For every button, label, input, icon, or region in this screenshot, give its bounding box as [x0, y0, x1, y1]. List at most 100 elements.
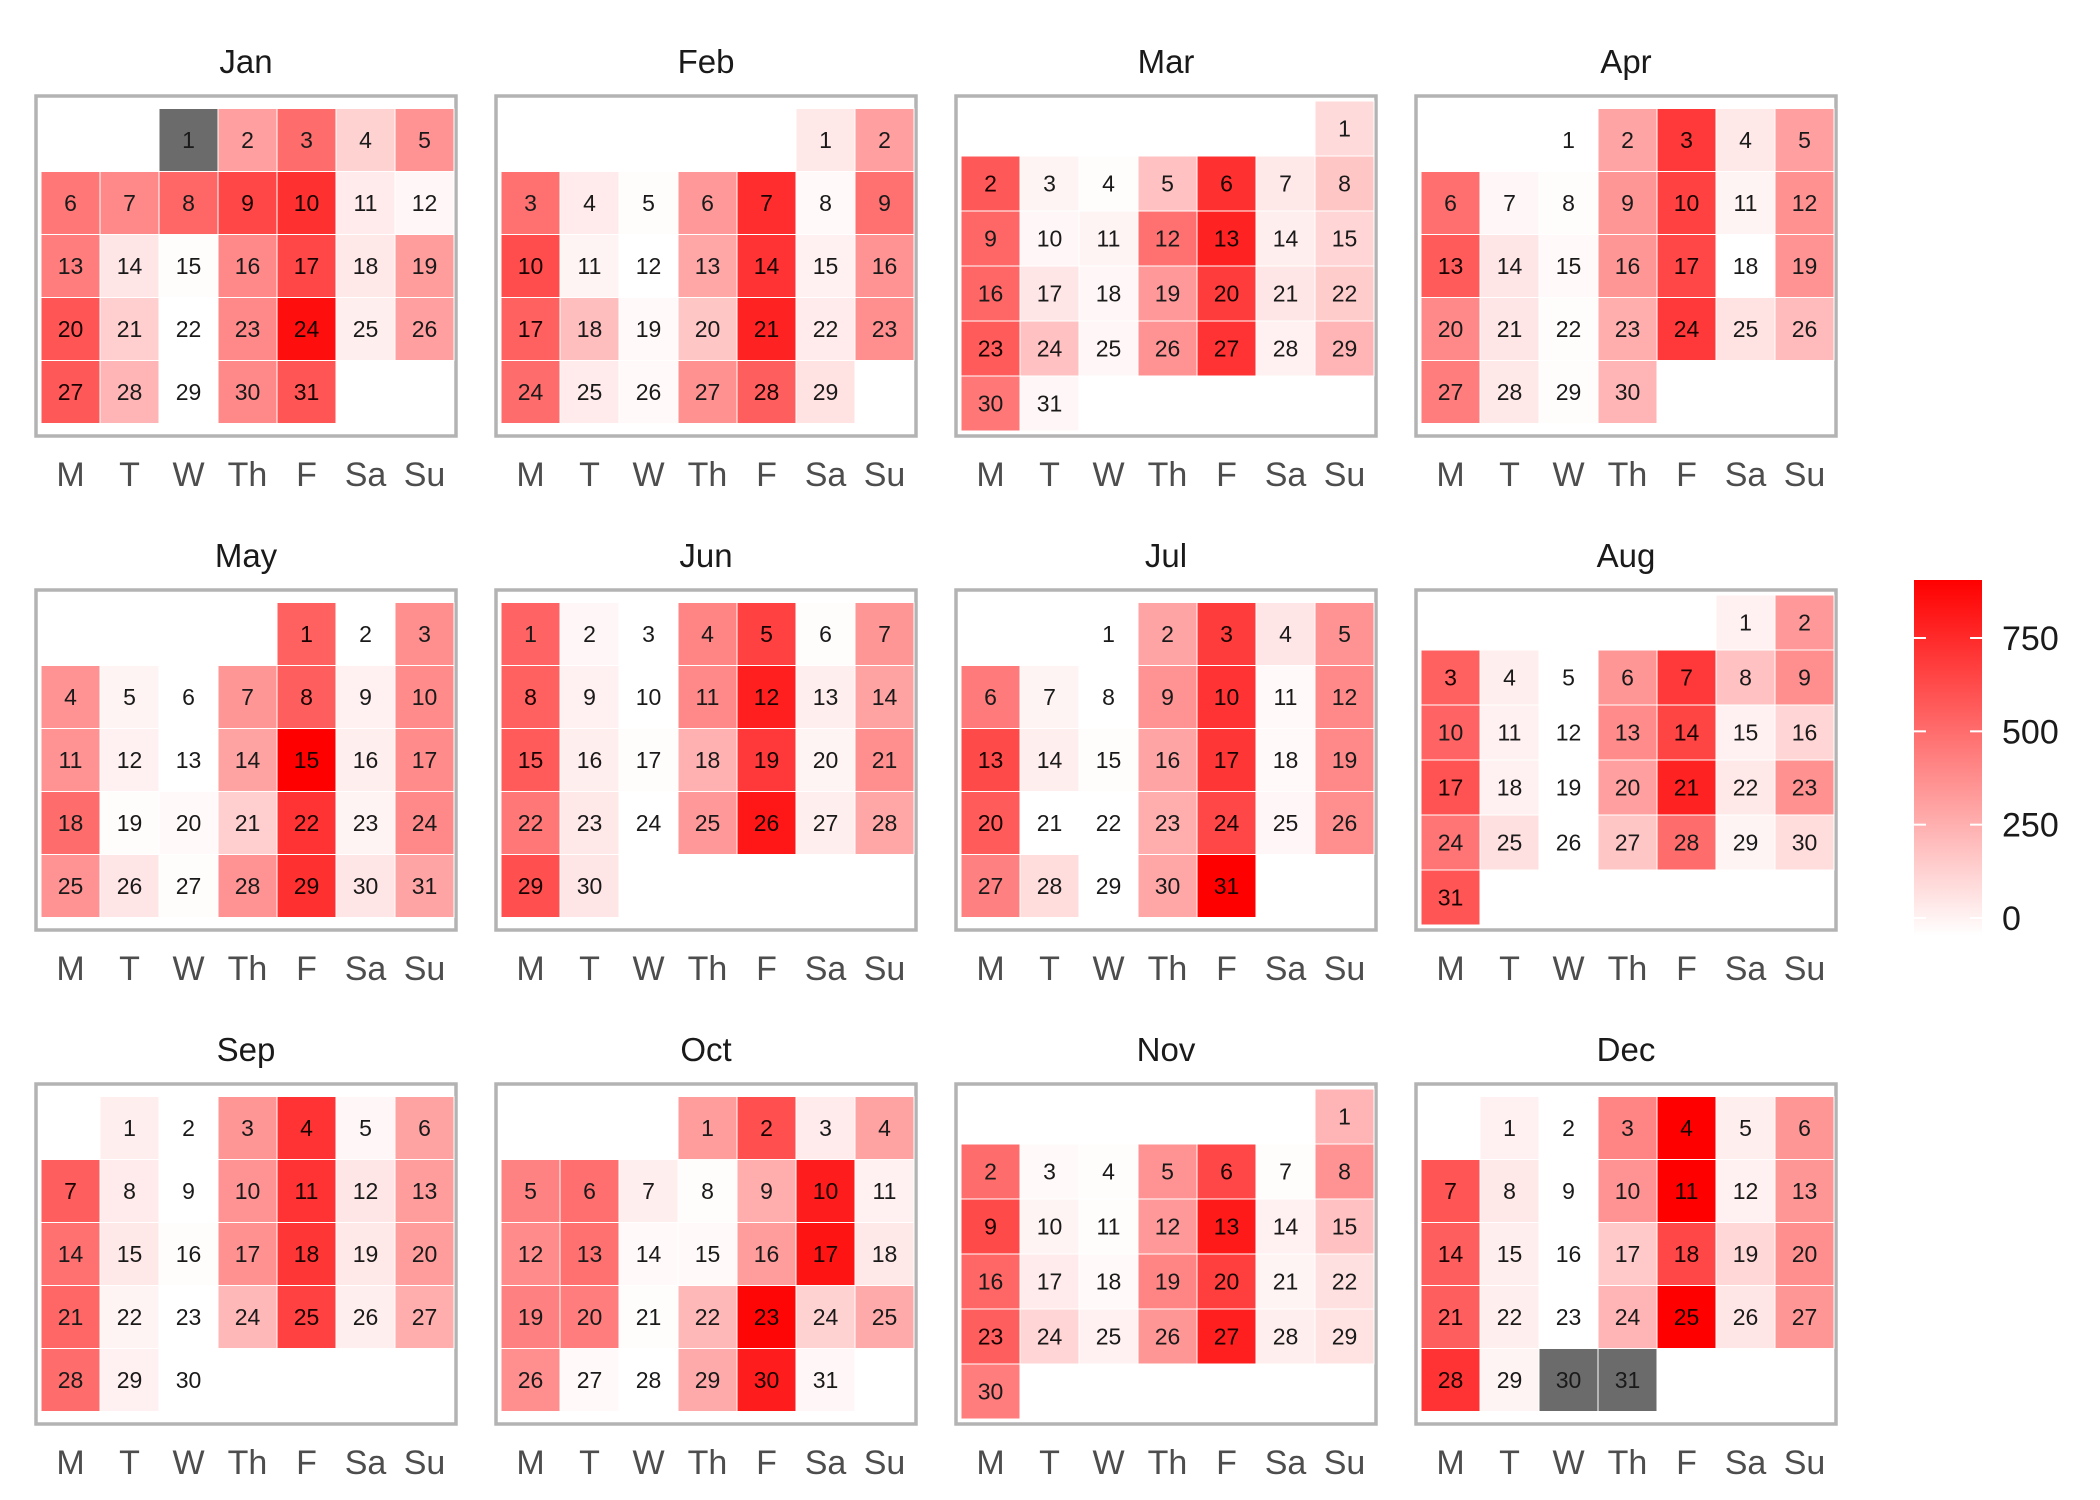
- weekday-label: F: [1216, 456, 1237, 494]
- weekday-label: Su: [1784, 950, 1826, 988]
- day-number: 2: [984, 1159, 997, 1185]
- day-number: 30: [353, 873, 379, 899]
- day-cell: [795, 1348, 856, 1412]
- day-cell: [1420, 1222, 1481, 1286]
- day-cell: [99, 1285, 160, 1349]
- day-cell: [1538, 234, 1599, 298]
- day-cell: [1656, 234, 1717, 298]
- day-cell: [1774, 704, 1835, 761]
- day-number: 14: [1438, 1241, 1464, 1267]
- day-number: 31: [1037, 391, 1063, 417]
- day-cell: [335, 854, 396, 918]
- weekday-label: Th: [1608, 950, 1648, 988]
- day-number: 4: [583, 190, 596, 216]
- day-cell: [618, 665, 679, 729]
- day-number: 30: [978, 391, 1004, 417]
- day-number: 30: [1155, 873, 1181, 899]
- day-number: 29: [1556, 379, 1582, 405]
- day-cell: [40, 854, 101, 918]
- weekday-label: W: [632, 1444, 664, 1482]
- day-cell: [960, 728, 1021, 792]
- day-number: 12: [518, 1241, 544, 1267]
- day-cell: [1255, 1308, 1316, 1365]
- day-number: 27: [58, 379, 84, 405]
- day-cell: [677, 1285, 738, 1349]
- day-cell: [1479, 759, 1540, 816]
- day-cell: [1314, 210, 1375, 267]
- weekday-label: F: [756, 950, 777, 988]
- day-number: 1: [123, 1115, 136, 1141]
- day-number: 28: [235, 873, 261, 899]
- day-number: 15: [1497, 1241, 1523, 1267]
- day-number: 16: [1792, 720, 1818, 746]
- day-number: 21: [117, 316, 143, 342]
- weekday-label: Sa: [345, 1444, 387, 1482]
- day-number: 19: [1556, 775, 1582, 801]
- day-number: 17: [636, 747, 662, 773]
- day-cell: [394, 665, 455, 729]
- weekday-label: Sa: [1265, 950, 1307, 988]
- day-number: 31: [294, 379, 320, 405]
- day-cell: [960, 791, 1021, 855]
- day-cell: [1137, 791, 1198, 855]
- day-number: 6: [1798, 1115, 1811, 1141]
- day-cell: [1019, 375, 1080, 432]
- day-number: 21: [754, 316, 780, 342]
- day-cell: [1420, 814, 1481, 871]
- day-number: 22: [117, 1304, 143, 1330]
- weekday-label: F: [296, 456, 317, 494]
- day-cell: [99, 854, 160, 918]
- weekday-label: M: [516, 1444, 544, 1482]
- day-cell: [1019, 1308, 1080, 1365]
- day-number: 25: [1674, 1304, 1700, 1330]
- day-number: 1: [1503, 1115, 1516, 1141]
- day-cell: [1597, 360, 1658, 424]
- day-number: 6: [1220, 171, 1233, 197]
- day-number: 27: [1438, 379, 1464, 405]
- day-cell: [1078, 1308, 1139, 1365]
- day-number: 14: [1674, 720, 1700, 746]
- day-cell: [500, 854, 561, 918]
- day-number: 2: [760, 1115, 773, 1141]
- day-number: 9: [583, 684, 596, 710]
- day-cell: [1538, 1222, 1599, 1286]
- day-cell: [559, 1348, 620, 1412]
- day-number: 24: [1037, 1324, 1063, 1350]
- day-cell: [1656, 704, 1717, 761]
- weekday-label: Sa: [1725, 950, 1767, 988]
- day-number: 15: [1096, 747, 1122, 773]
- day-number: 11: [59, 747, 83, 773]
- day-number: 23: [1556, 1304, 1582, 1330]
- day-cell: [1019, 320, 1080, 377]
- day-number: 3: [1220, 621, 1233, 647]
- day-number: 7: [64, 1178, 77, 1204]
- day-cell: [1196, 1198, 1257, 1255]
- day-number: 6: [1621, 665, 1634, 691]
- day-cell: [1538, 108, 1599, 172]
- day-cell: [335, 602, 396, 666]
- month-title: May: [215, 537, 278, 574]
- weekday-label: Sa: [1725, 456, 1767, 494]
- weekday-label: Th: [688, 1444, 728, 1482]
- day-number: 15: [518, 747, 544, 773]
- day-number: 21: [1497, 316, 1523, 342]
- weekday-label: Su: [1784, 456, 1826, 494]
- day-number: 25: [1096, 336, 1122, 362]
- day-cell: [1656, 171, 1717, 235]
- day-number: 25: [872, 1304, 898, 1330]
- day-number: 10: [636, 684, 662, 710]
- weekday-label: M: [1436, 456, 1464, 494]
- day-cell: [1538, 1096, 1599, 1160]
- day-cell: [618, 1159, 679, 1223]
- day-number: 28: [1674, 830, 1700, 856]
- day-cell: [1715, 704, 1776, 761]
- weekday-label: W: [172, 456, 204, 494]
- month-title: Mar: [1138, 43, 1195, 80]
- day-number: 10: [1674, 190, 1700, 216]
- month-title: Jun: [679, 537, 732, 574]
- day-cell: [1656, 649, 1717, 706]
- day-cell: [854, 728, 915, 792]
- day-number: 12: [754, 684, 780, 710]
- day-cell: [1420, 1348, 1481, 1412]
- weekday-label: M: [976, 456, 1004, 494]
